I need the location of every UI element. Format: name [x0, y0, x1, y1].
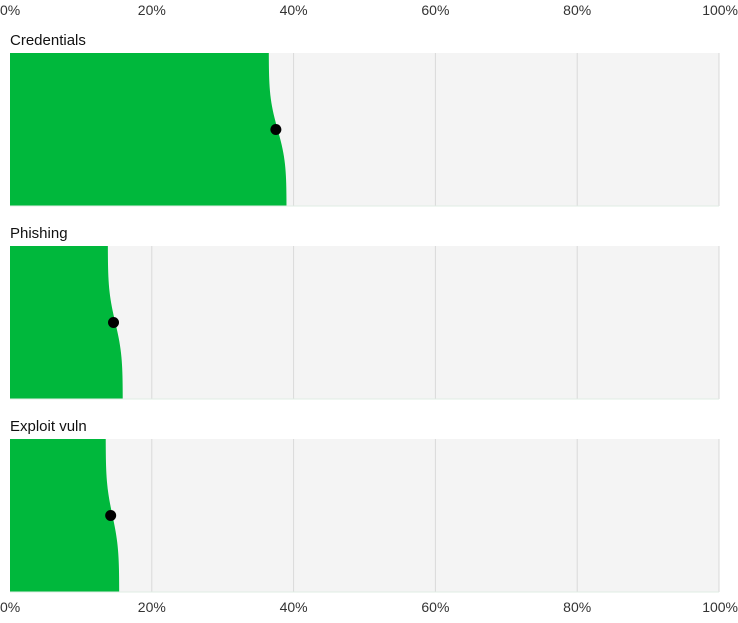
panel-label: Exploit vuln	[10, 418, 87, 435]
distribution-area	[10, 53, 287, 206]
panel: Phishing	[10, 225, 720, 400]
point-estimate-marker	[270, 124, 282, 135]
x-tick-label-top: 100%	[702, 2, 738, 18]
distribution-area	[10, 439, 120, 592]
panels: Credentials Phishing Exploit vuln	[10, 32, 720, 593]
panel-background	[10, 439, 719, 592]
x-tick-label-top: 20%	[138, 2, 166, 18]
x-tick-label-bottom: 60%	[421, 599, 449, 615]
x-tick-label-top: 80%	[563, 2, 591, 18]
panel-background	[10, 246, 719, 399]
panel-label: Phishing	[10, 225, 68, 242]
x-tick-label-top: 0%	[0, 2, 20, 18]
x-tick-label-bottom: 100%	[702, 599, 738, 615]
x-tick-label-bottom: 80%	[563, 599, 591, 615]
x-axis-bottom: 0% 20% 40% 60% 80% 100%	[0, 599, 738, 615]
point-estimate-marker	[108, 317, 120, 328]
x-tick-label-bottom: 20%	[138, 599, 166, 615]
distribution-area	[10, 246, 123, 399]
panel: Credentials	[10, 32, 720, 207]
panel-label: Credentials	[10, 32, 86, 49]
x-tick-label-bottom: 0%	[0, 599, 20, 615]
point-estimate-marker	[105, 510, 117, 521]
x-tick-label-top: 60%	[421, 2, 449, 18]
x-axis-top: 0% 20% 40% 60% 80% 100%	[0, 2, 738, 18]
panel: Exploit vuln	[10, 418, 720, 593]
x-tick-label-bottom: 40%	[280, 599, 308, 615]
x-tick-label-top: 40%	[280, 2, 308, 18]
